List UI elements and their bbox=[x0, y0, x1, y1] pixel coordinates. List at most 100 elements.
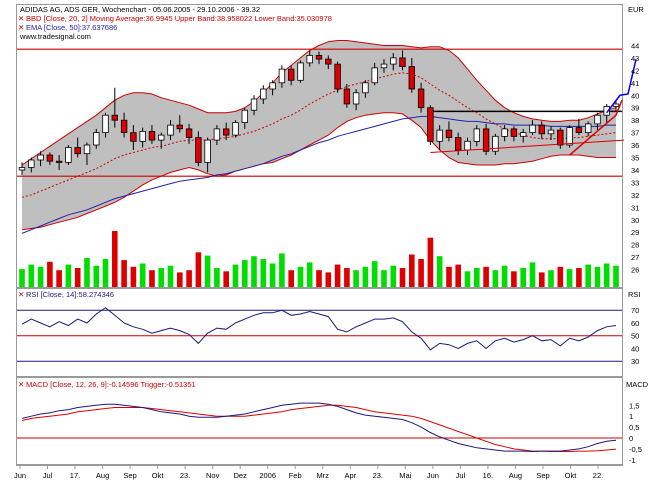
candle-body bbox=[241, 109, 248, 123]
volume-bar bbox=[344, 268, 350, 287]
volume-bar bbox=[56, 270, 62, 287]
x-tick-label: Okt bbox=[565, 471, 578, 480]
candle-body bbox=[278, 68, 286, 84]
x-tick-label: Aug bbox=[509, 471, 522, 480]
price-tick-label: 34 bbox=[631, 166, 639, 175]
candle bbox=[362, 80, 369, 98]
volume-bar bbox=[566, 269, 573, 287]
macd-panel: 1,5 1 0,5 0 -0,5 -1 bbox=[17, 401, 642, 465]
candle bbox=[46, 152, 54, 165]
x-tick-label: Sep bbox=[123, 471, 136, 480]
x-tick-label: Jun bbox=[427, 471, 439, 480]
volume-bar bbox=[195, 252, 202, 287]
x-tick-label: Jun bbox=[14, 471, 26, 480]
bollinger-band bbox=[21, 40, 617, 231]
candle bbox=[269, 80, 276, 96]
candle bbox=[195, 131, 202, 167]
candle bbox=[417, 82, 425, 113]
candle bbox=[510, 126, 518, 142]
candle-body bbox=[167, 124, 174, 136]
macd-axis-label: MACD bbox=[626, 380, 649, 389]
candle-body bbox=[473, 128, 480, 142]
price-tick-label: 36 bbox=[631, 141, 639, 150]
volume-bar bbox=[177, 272, 183, 287]
rsi-tick-label: 50 bbox=[631, 332, 639, 341]
ema-legend: EMA [Close, 50]:37.637686 bbox=[26, 23, 117, 32]
x-tick-label: Apr bbox=[344, 471, 356, 480]
candle bbox=[445, 121, 453, 142]
candle-body bbox=[492, 135, 499, 152]
candle-body bbox=[547, 129, 555, 135]
volume-bar bbox=[121, 260, 127, 287]
x-tick-label: 17. bbox=[70, 471, 80, 480]
candle-body bbox=[176, 124, 183, 130]
price-tick-label: 26 bbox=[631, 266, 639, 275]
candle bbox=[130, 125, 137, 151]
candle-body bbox=[538, 124, 545, 135]
indicator-lines bbox=[21, 72, 617, 234]
candle bbox=[213, 125, 221, 146]
candle bbox=[176, 115, 183, 133]
candle bbox=[167, 120, 174, 141]
candle-body bbox=[232, 122, 239, 136]
volume-bar bbox=[483, 266, 489, 287]
x-tick-label: Aug bbox=[96, 471, 109, 480]
candle-body bbox=[46, 154, 54, 162]
rsi-axis-label: RSI bbox=[628, 290, 641, 299]
trigger-line bbox=[21, 404, 617, 452]
volume-bar bbox=[204, 255, 211, 287]
band-fill bbox=[22, 40, 616, 230]
candle bbox=[55, 155, 63, 170]
volume-bar bbox=[427, 237, 434, 287]
candle bbox=[222, 122, 230, 141]
volume-bar bbox=[297, 266, 304, 287]
candle bbox=[399, 50, 406, 71]
candle-body bbox=[306, 55, 313, 64]
macd-tick-label: 0 bbox=[629, 434, 633, 443]
candle-body bbox=[195, 137, 202, 163]
candle-body bbox=[148, 130, 156, 141]
rsi-panel: 30 40 50 60 70 bbox=[17, 306, 639, 366]
candle-body bbox=[325, 58, 332, 65]
candle-body bbox=[520, 132, 527, 137]
candle-body bbox=[334, 63, 341, 90]
candle bbox=[371, 62, 378, 86]
candle bbox=[250, 95, 258, 116]
price-tick-label: 37 bbox=[631, 129, 639, 138]
volume-bar bbox=[242, 260, 248, 287]
candle bbox=[408, 57, 415, 93]
candle-body bbox=[120, 119, 128, 133]
candle-body bbox=[222, 128, 230, 136]
price-tick-label: 40 bbox=[631, 91, 639, 100]
x-tick-label: 22. bbox=[593, 471, 603, 480]
candle-body bbox=[55, 160, 63, 163]
rsi-tick-label: 40 bbox=[631, 345, 639, 354]
candle-body bbox=[482, 128, 490, 152]
candle-body bbox=[585, 123, 592, 134]
price-tick-label: 39 bbox=[631, 104, 639, 113]
candle bbox=[594, 112, 601, 131]
price-tick-label: 35 bbox=[631, 154, 639, 163]
candle bbox=[111, 87, 118, 128]
candle-body bbox=[612, 103, 620, 107]
currency-label: EUR bbox=[628, 5, 644, 14]
volume-bar bbox=[19, 269, 25, 287]
macd-legend: MACD [Close, 12, 26, 9]:-0.14596 Trigger… bbox=[26, 380, 196, 389]
volume-bar bbox=[28, 264, 35, 287]
candle-body bbox=[362, 82, 369, 94]
bbd-legend: BBD [Close, 20, 2] Moving Average:36.994… bbox=[26, 14, 332, 23]
candle-body bbox=[603, 106, 610, 116]
volume-bar bbox=[37, 266, 44, 287]
candle-body bbox=[510, 128, 518, 137]
candle bbox=[427, 105, 434, 146]
candle-body bbox=[18, 167, 26, 171]
candle bbox=[139, 127, 146, 148]
candle bbox=[390, 52, 397, 71]
candle bbox=[538, 121, 545, 139]
x-tick-label: Jul bbox=[43, 471, 53, 480]
volume-bar bbox=[446, 266, 452, 287]
candle-body bbox=[417, 88, 425, 109]
price-tick-label: 41 bbox=[631, 79, 639, 88]
